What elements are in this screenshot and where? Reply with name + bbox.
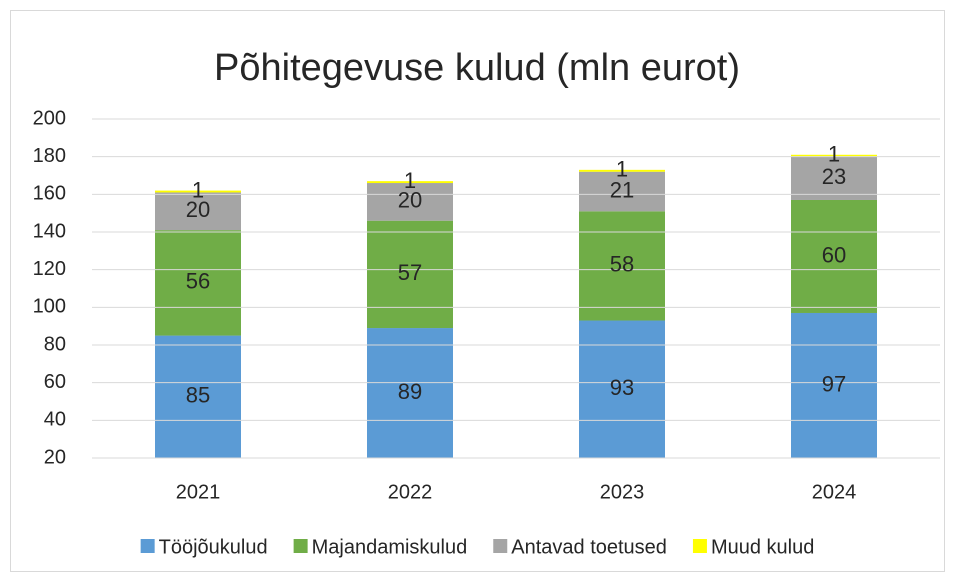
y-tick-label: 80 (44, 333, 66, 355)
data-label: 58 (610, 252, 634, 277)
bar-segment (579, 211, 665, 321)
bar-segment (579, 320, 665, 458)
x-tick-label: 2021 (176, 481, 221, 503)
x-tick-label: 2023 (600, 481, 645, 503)
bar-segment (155, 335, 241, 458)
y-tick-label: 120 (33, 258, 66, 280)
plot-area (155, 154, 877, 458)
data-label: 57 (398, 260, 422, 285)
y-tick-label: 180 (33, 145, 66, 167)
bar-segment (579, 169, 665, 172)
data-label: 1 (404, 168, 416, 193)
legend-swatch (493, 539, 508, 553)
data-label: 1 (192, 177, 204, 202)
x-tick-label: 2024 (812, 481, 857, 503)
bar-segment (367, 181, 453, 184)
y-tick-label: 20 (44, 446, 66, 468)
data-label: 20 (398, 188, 422, 213)
data-label: 93 (610, 375, 634, 400)
data-label: 20 (186, 197, 210, 222)
chart-title: Põhitegevuse kulud (mln eurot) (214, 47, 740, 89)
bar-segment (367, 328, 453, 458)
bar-segment (367, 220, 453, 329)
bar-segment (579, 171, 665, 212)
data-label: 1 (616, 157, 628, 182)
y-tick-label: 40 (44, 409, 66, 431)
bar-segment (155, 192, 241, 231)
legend-label: Muud kulud (711, 536, 814, 558)
bar-segment (155, 190, 241, 193)
data-label: 21 (610, 177, 634, 202)
x-tick-label: 2022 (388, 481, 433, 503)
bar-segment (791, 312, 877, 458)
bar-segment (791, 156, 877, 200)
legend-label: Majandamiskulud (312, 536, 468, 558)
y-tick-label: 160 (33, 183, 66, 205)
y-tick-label: 100 (33, 296, 66, 318)
legend-swatch (692, 539, 707, 553)
y-tick-label: 60 (44, 371, 66, 393)
bar-segment (791, 199, 877, 313)
data-label: 1 (828, 142, 840, 167)
data-label: 60 (822, 242, 846, 267)
legend-swatch (293, 539, 308, 553)
data-label: 97 (822, 371, 846, 396)
y-tick-label: 140 (33, 220, 66, 242)
bar-segment (791, 154, 877, 157)
y-tick-label: 200 (33, 107, 66, 129)
data-label: 23 (822, 164, 846, 189)
data-label: 89 (398, 379, 422, 404)
bar-segment (155, 230, 241, 336)
legend-label: Antavad toetused (511, 536, 667, 558)
bar-segment (367, 183, 453, 221)
data-label: 85 (186, 383, 210, 408)
legend-swatch (140, 539, 155, 553)
data-label: 56 (186, 269, 210, 294)
legend-label: Tööjõukulud (159, 536, 268, 558)
